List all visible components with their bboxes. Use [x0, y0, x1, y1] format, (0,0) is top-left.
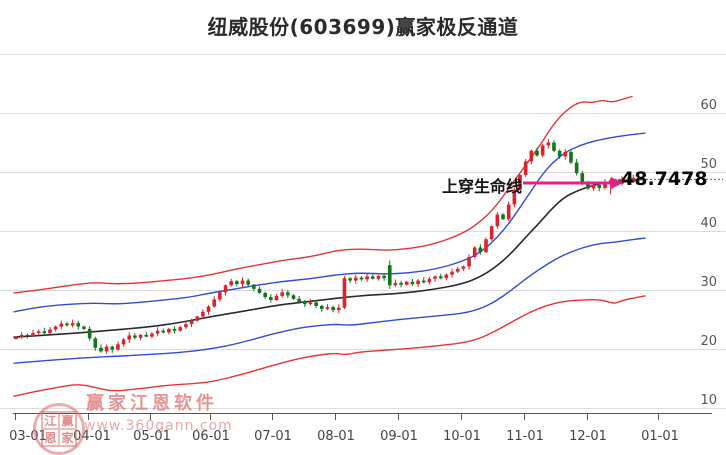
x-tick-label: 08-01: [317, 429, 355, 444]
watermark-brand-text: 赢家江恩软件: [86, 393, 218, 414]
candlesticks: [14, 138, 647, 354]
y-tick-label: 10: [700, 393, 717, 408]
y-tick-label: 20: [700, 334, 717, 349]
watermark-url-text: www.360gann.com: [84, 418, 233, 434]
page-title: 纽威股份(603699)赢家极反通道: [207, 15, 519, 39]
x-tick-label: 01-01: [641, 429, 679, 444]
lifeline-price-label: 48.7478: [621, 168, 708, 190]
seal-char: 赢: [59, 412, 76, 429]
y-tick-label: 30: [700, 275, 717, 290]
x-tick-label: 09-01: [380, 429, 418, 444]
grid-lines: [0, 54, 726, 409]
x-tick-label: 07-01: [254, 429, 292, 444]
upper-inner-band-line: [13, 132, 646, 313]
cross-lifeline-annotation: 上穿生命线: [441, 177, 522, 196]
x-tick-label: 12-01: [569, 429, 607, 444]
seal-char: 家: [59, 429, 76, 446]
life-line-line: [13, 178, 646, 338]
x-tick-label: 05-01: [133, 429, 171, 444]
x-tick-label: 11-01: [506, 429, 544, 444]
y-tick-label: 40: [700, 216, 717, 231]
lower-outer-band-line: [13, 295, 646, 397]
upper-outer-band-line: [13, 95, 633, 294]
gann-seal-logo: 江 赢 恩 家: [33, 403, 85, 455]
x-tick-label: 10-01: [443, 429, 481, 444]
seal-char: 恩: [42, 429, 59, 446]
annotation-arrow: [523, 177, 623, 189]
y-axis-labels: 60 50 40 30 20 10: [700, 98, 717, 408]
y-tick-label: 50: [700, 157, 717, 172]
y-tick-label: 60: [700, 98, 717, 113]
seal-char: 江: [42, 412, 59, 429]
channel-lines: [13, 95, 646, 397]
x-tick-label: 06-01: [192, 429, 230, 444]
gann-seal-grid: 江 赢 恩 家: [41, 411, 77, 447]
x-axis: [13, 413, 712, 420]
lower-inner-band-line: [13, 237, 646, 364]
